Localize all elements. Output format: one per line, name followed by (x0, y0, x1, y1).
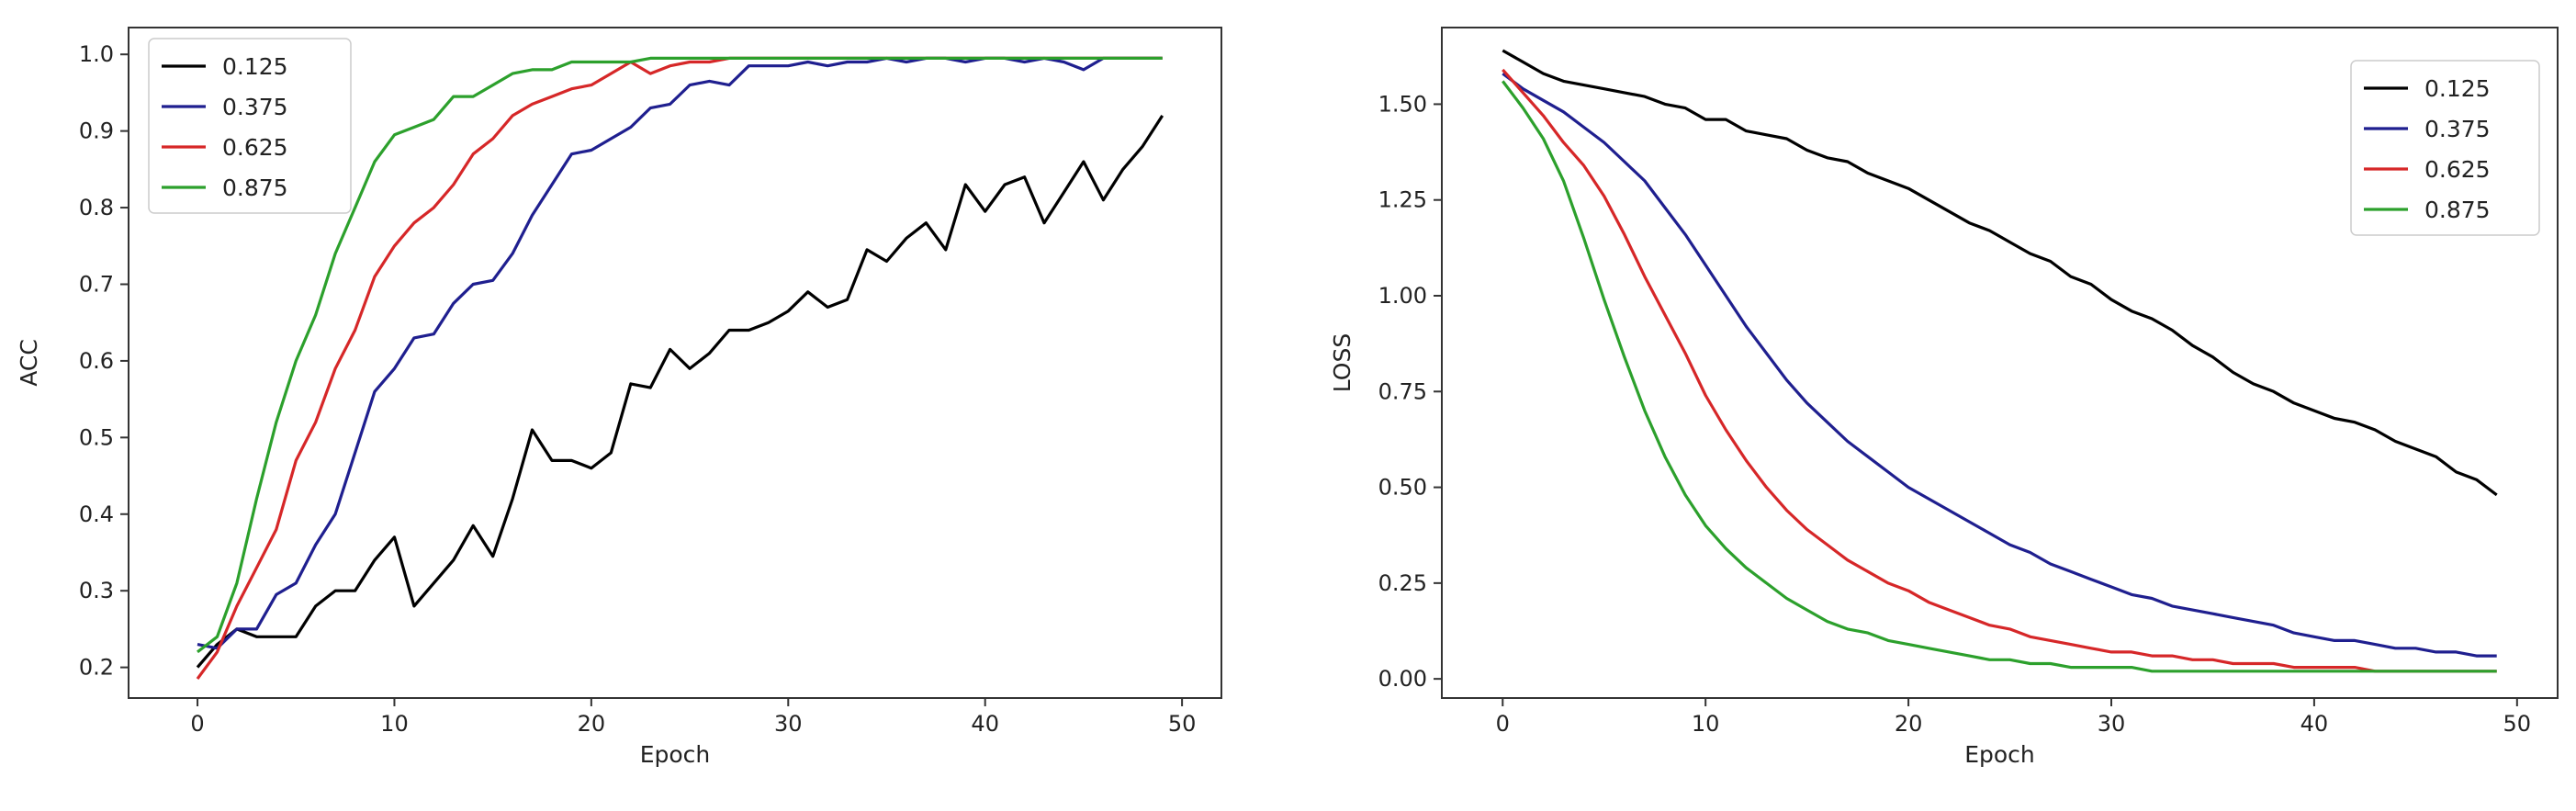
y-tick-label: 0.00 (1378, 666, 1427, 692)
x-tick-label: 10 (1692, 711, 1720, 737)
y-tick-label: 0.3 (79, 578, 114, 603)
y-tick-label: 0.4 (79, 501, 114, 527)
series-line-0.125 (196, 115, 1164, 669)
x-tick-label: 20 (578, 711, 606, 737)
legend-box (148, 38, 352, 214)
legend-label: 0.875 (222, 175, 288, 201)
y-tick-label: 1.25 (1378, 187, 1427, 213)
loss-chart: 0 10 20 30 40 50 0.00 0.25 0.50 0.75 1.00 1.25 1.50 E… (1329, 27, 2559, 768)
legend-label: 0.625 (222, 134, 288, 161)
plot-frame (128, 27, 1222, 699)
plot-frame (1441, 27, 2559, 699)
y-tick-label: 0.50 (1378, 475, 1427, 501)
x-tick-label: 30 (774, 711, 803, 737)
series-line-0.875 (1502, 80, 2497, 673)
y-tick-label: 0.7 (79, 271, 114, 297)
legend-label: 0.125 (2424, 75, 2491, 102)
y-tick-label: 0.8 (79, 195, 114, 220)
x-axis-label: Epoch (1964, 741, 2035, 768)
x-tick-label: 30 (2098, 711, 2126, 737)
y-tick-label: 1.0 (79, 41, 114, 67)
legend-label: 0.875 (2424, 197, 2491, 223)
y-tick-label: 0.6 (79, 348, 114, 374)
series-line-0.625 (1502, 68, 2497, 673)
y-axis-label: ACC (16, 339, 42, 387)
x-tick-label: 40 (2300, 711, 2329, 737)
x-tick-label: 0 (1496, 711, 1510, 737)
legend: 0.125 0.375 0.625 0.875 (148, 38, 352, 214)
y-axis-label: LOSS (1329, 333, 1355, 392)
legend-box (2350, 60, 2540, 236)
x-tick-label: 50 (1168, 711, 1197, 737)
y-tick-label: 0.25 (1378, 570, 1427, 596)
x-tick-label: 40 (971, 711, 999, 737)
series-line-0.875 (197, 56, 1163, 654)
legend-label: 0.375 (2424, 116, 2491, 142)
y-tick-label: 0.2 (79, 655, 114, 681)
y-tick-label: 0.9 (79, 118, 114, 144)
y-tick-label: 1.00 (1378, 283, 1427, 309)
y-tick-label: 0.5 (79, 424, 114, 450)
legend-label: 0.375 (222, 94, 288, 120)
legend: 0.125 0.375 0.625 0.875 (2350, 60, 2540, 236)
series-line-0.375 (1502, 72, 2497, 658)
acc-chart: 0 10 20 30 40 50 0.2 0.3 0.4 0.5 0.6 0.7 0.8 0.9 1.0 Ep… (16, 27, 1222, 768)
x-tick-label: 10 (380, 711, 409, 737)
x-axis-label: Epoch (640, 741, 711, 768)
y-tick-label: 0.75 (1378, 378, 1427, 404)
legend-label: 0.625 (2424, 156, 2491, 183)
series-line-0.125 (1502, 49, 2498, 497)
x-tick-label: 50 (2503, 711, 2532, 737)
x-tick-label: 0 (190, 711, 204, 737)
legend-label: 0.125 (222, 53, 288, 80)
y-tick-label: 1.50 (1378, 91, 1427, 117)
x-tick-label: 20 (1895, 711, 1923, 737)
